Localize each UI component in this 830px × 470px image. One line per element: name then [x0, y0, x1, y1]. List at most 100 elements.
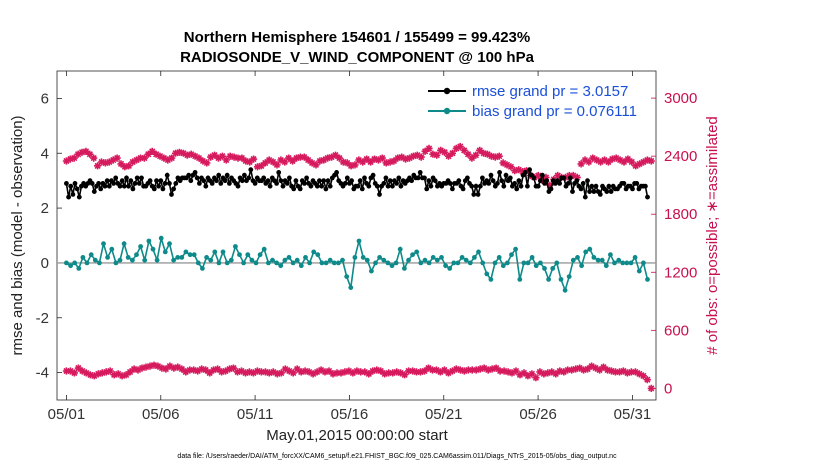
obs-count-star-point	[592, 364, 600, 372]
rmse-data-point	[246, 175, 252, 181]
rmse-data-point	[355, 183, 361, 189]
obs-count-star-point	[269, 158, 277, 166]
rmse-data-point	[503, 172, 509, 178]
bias-data-point	[109, 246, 115, 252]
bias-data-point	[463, 257, 469, 263]
rmse-data-point	[197, 181, 202, 186]
obs-count-star-point	[109, 156, 117, 164]
bias-data-point	[336, 260, 341, 266]
bias-data-point	[641, 260, 646, 266]
obs-count-star-point	[222, 156, 230, 164]
obs-count-star-point	[321, 368, 329, 376]
rmse-data-point	[76, 194, 82, 200]
rmse-data-point	[544, 178, 550, 184]
obs-count-star-point	[86, 150, 94, 158]
rmse-data-point	[349, 178, 354, 184]
bias-data-point	[418, 260, 424, 266]
obs-count-star-point	[347, 162, 355, 170]
x-tick-label: 05/11	[237, 406, 273, 423]
bias-data-point	[517, 277, 523, 282]
rmse-data-point	[136, 181, 142, 186]
axis-ticks: 05/01 05/06 05/11 05/16 05/21 05/26 05/31 -4 -2 0…	[36, 71, 697, 423]
obs-count-star-point	[117, 160, 125, 168]
obs-count-star-point	[597, 158, 605, 166]
obs-count-star-point	[359, 158, 367, 166]
bias-data-point	[138, 244, 144, 249]
rmse-data-point	[227, 181, 232, 186]
obs-count-star-point	[576, 364, 584, 372]
bias-data-point	[402, 266, 407, 271]
bias-data-point	[121, 241, 127, 247]
bias-data-point	[298, 263, 304, 269]
bias-data-point	[533, 263, 539, 269]
obs-count-star-point	[174, 363, 182, 371]
obs-count-star-point	[401, 371, 409, 379]
obs-count-star-point	[367, 158, 375, 166]
obs-count-star-point	[305, 368, 313, 376]
rmse-data-point	[574, 178, 580, 184]
obs-count-star-point	[544, 369, 552, 377]
obs-count-star-point	[389, 369, 397, 377]
obs-count-star-point	[158, 364, 166, 372]
obs-count-star-point	[94, 370, 102, 378]
rmse-data-point	[424, 186, 430, 192]
rmse-data-point	[471, 192, 477, 197]
bias-data-point	[575, 255, 580, 260]
obs-count-star-point	[444, 152, 453, 160]
obs-count-star-point	[277, 369, 285, 377]
rmse-data-point	[604, 189, 610, 195]
obs-count-star-point	[226, 365, 234, 373]
obs-count-star-point	[313, 368, 321, 376]
bias-data-point	[200, 266, 205, 271]
rmse-data-point	[580, 181, 586, 186]
obs-count-star-point	[589, 154, 597, 162]
rmse-data-point	[126, 183, 131, 189]
obs-count-star-point	[341, 368, 349, 376]
obs-count-star-point	[66, 367, 74, 375]
rmse-data-point	[383, 175, 389, 181]
y-right-tick-label: 2400	[664, 148, 697, 165]
rmse-data-point	[280, 183, 286, 189]
rmse-data-point	[557, 181, 562, 186]
obs-count-star-point	[488, 365, 496, 373]
bias-series-line	[65, 237, 649, 293]
bias-data-point	[303, 255, 308, 260]
y-right-tick-label: 3000	[664, 90, 697, 107]
rmse-data-point	[645, 194, 650, 200]
obs-count-star-point	[480, 149, 488, 157]
rmse-data-point	[344, 175, 350, 181]
rmse-data-point	[319, 183, 324, 189]
rmse-data-point	[597, 192, 603, 197]
obs-count-star-point	[198, 365, 206, 373]
obs-count-star-point	[292, 154, 301, 162]
obs-count-star-point	[603, 366, 612, 374]
obs-count-star-point	[253, 163, 262, 171]
rmse-data-point	[68, 183, 74, 189]
bias-data-point	[167, 241, 172, 247]
obs-count-star-point	[436, 368, 444, 376]
rmse-data-point	[359, 186, 365, 192]
obs-count-star-point	[285, 154, 293, 162]
obs-count-star-point	[429, 150, 437, 158]
obs-count-star-point	[168, 154, 176, 162]
bias-data-point	[327, 257, 333, 263]
rmse-data-point	[334, 170, 339, 175]
obs-count-star-point	[203, 159, 211, 167]
rmse-data-point	[102, 183, 108, 189]
obs-count-star-point	[353, 367, 361, 375]
rmse-data-point	[460, 186, 466, 192]
bias-data-point	[364, 257, 370, 263]
obs-count-star-point	[585, 158, 593, 166]
obs-count-star-point	[377, 367, 385, 375]
obs-count-star-point	[281, 365, 289, 373]
legend: rmse grand pr = 3.0157 bias grand pr = 0…	[428, 83, 637, 120]
obs-count-star-point	[623, 369, 631, 377]
obs-count-star-point	[491, 153, 499, 161]
obs-count-star-point	[397, 369, 405, 377]
rmse-data-point	[278, 178, 284, 184]
rmse-data-point	[537, 178, 543, 184]
bias-data-point	[480, 260, 486, 266]
bias-data-point	[509, 252, 514, 258]
bias-data-point	[554, 260, 560, 266]
obs-count-star-point	[386, 158, 394, 166]
